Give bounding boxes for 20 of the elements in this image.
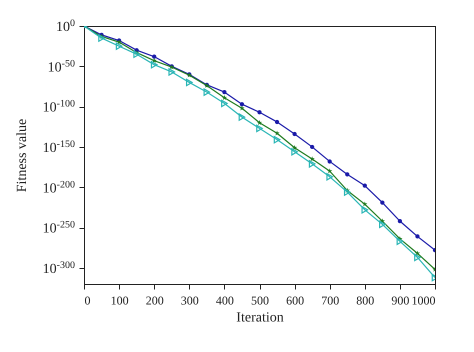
x-tick-label: 400: [216, 294, 234, 308]
y-axis-title: Fitness value: [15, 118, 30, 192]
x-tick-label: 100: [110, 294, 129, 308]
x-tick-label: 800: [356, 294, 374, 308]
x-tick-label: 500: [251, 294, 269, 308]
x-tick-label: 600: [286, 294, 304, 308]
x-tick-label: 0: [84, 294, 90, 308]
x-tick-label: 700: [321, 294, 340, 308]
y-tick-label: 10$^{-150}$: [42, 138, 75, 156]
y-tick-label: 10$^{-300}$: [42, 259, 75, 277]
y-tick-label: 10$^{0}$: [56, 18, 75, 35]
y-tick-label: 10$^{-250}$: [42, 219, 75, 237]
y-tick-label: 10$^{-200}$: [42, 178, 75, 196]
x-axis-title: Iteration: [236, 310, 284, 326]
x-tick-label: 300: [180, 294, 199, 308]
y-tick-label: 10$^{-100}$: [42, 98, 75, 116]
x-tick-label: 1000: [412, 294, 436, 308]
x-tick-label: 200: [146, 294, 164, 308]
x-tick-label: 900: [391, 294, 410, 308]
y-tick-label: 10$^{-50}$: [48, 58, 75, 76]
